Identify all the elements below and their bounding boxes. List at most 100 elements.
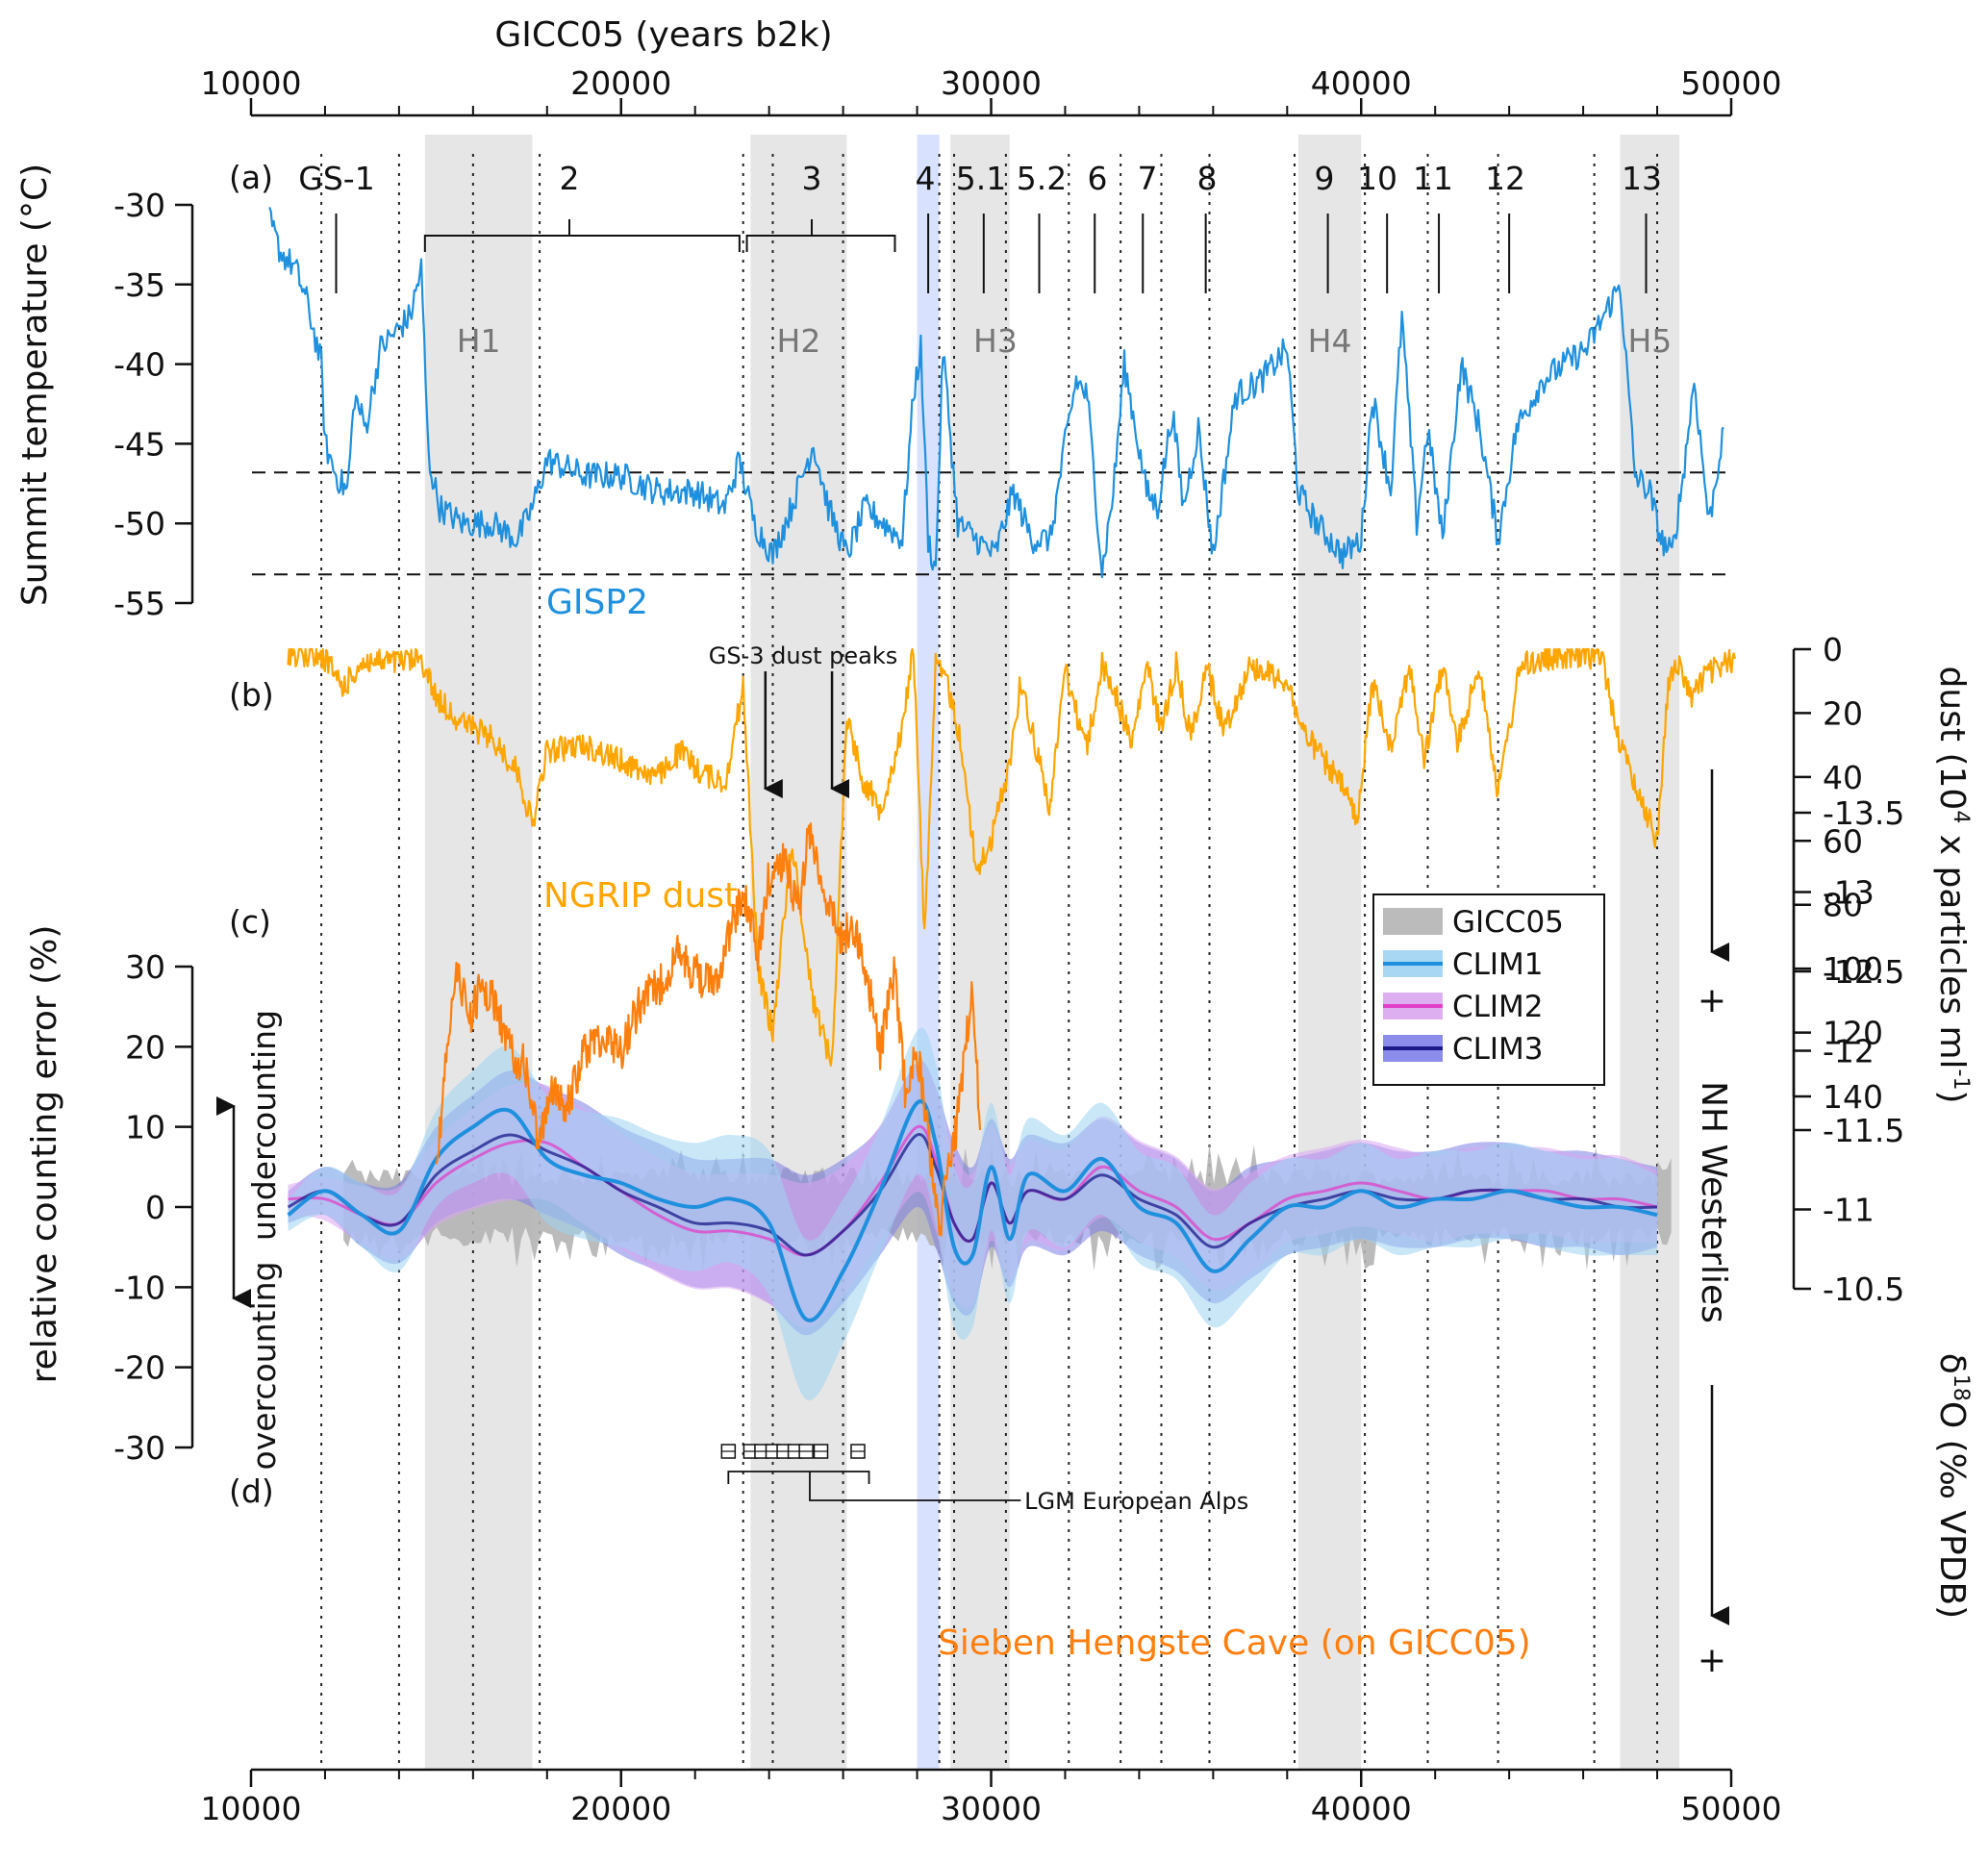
dust-y-tick-label: 60 — [1823, 822, 1863, 860]
gs4-band — [917, 135, 940, 1770]
event-labels: (a) (b) (c) (d) GS-1 2 3 4 5.1 5.2 6 7 8 9 10 11 12 13 H1 H… — [229, 159, 1672, 1510]
legend-label: CLIM1 — [1452, 947, 1544, 982]
gs2-bracket — [423, 219, 741, 252]
temperature-y-tick-label: -45 — [113, 425, 165, 463]
d18o-y-tick-label: -12 — [1823, 1033, 1875, 1070]
legend-label: GICC05 — [1452, 905, 1564, 940]
bottom-x-tick-label: 40000 — [1311, 1790, 1412, 1827]
event-label: 7 — [1138, 160, 1158, 197]
clim1-line — [287, 1099, 1658, 1322]
event-label: 3 — [802, 160, 822, 197]
dust-axis-title: dust (104 x particles ml-1) — [1932, 666, 1973, 1103]
temperature-y-tick-label: -55 — [113, 585, 165, 622]
bottom-x-tick-label: 30000 — [941, 1790, 1042, 1827]
panel-label: (c) — [229, 903, 271, 941]
event-label: 6 — [1088, 160, 1108, 197]
panel-label: (b) — [229, 676, 274, 714]
dust-y-tick-label: 120 — [1823, 1015, 1883, 1052]
top-x-tick-label: 20000 — [570, 64, 671, 102]
nh-westerlies-label: NH Westerlies — [1694, 1081, 1733, 1323]
temperature-y-tick-label: -50 — [113, 505, 165, 542]
counting-error-y-tick-label: 0 — [145, 1189, 165, 1226]
lgm-bracket — [727, 1471, 870, 1484]
overcounting-label: overcounting — [245, 1262, 283, 1471]
top-x-tick-label: 40000 — [1311, 64, 1412, 102]
gs3-dust-peaks-label: GS-3 dust peaks — [709, 642, 898, 669]
westerlies-plus-sign: + — [1698, 1641, 1726, 1680]
dust-y-tick-label: 100 — [1823, 950, 1883, 988]
top-x-tick-label: 30000 — [941, 64, 1042, 102]
right-axis-titles: dust (104 x particles ml-1) δ18O (‰ VPDB) — [1932, 666, 1973, 1619]
temperature-y-tick-label: -35 — [113, 266, 165, 304]
dust-y-tick-label: 20 — [1823, 694, 1863, 732]
d18o-y-tick-label: -13.5 — [1823, 794, 1904, 832]
event-label: 8 — [1197, 160, 1218, 197]
heinrich-label: H1 — [457, 322, 501, 360]
temperature-y-tick-label: -40 — [113, 346, 165, 384]
counting-error-y-tick-label: 30 — [125, 948, 165, 986]
bottom-x-tick-label: 10000 — [201, 1790, 302, 1827]
dust-y-tick-label: 80 — [1823, 887, 1863, 924]
sieben-hengste-d18o-line — [435, 822, 982, 1237]
undercounting-label: undercounting — [245, 1010, 283, 1241]
d18o-y-tick-label: -11.5 — [1823, 1112, 1904, 1149]
dust-plus-sign: + — [1698, 981, 1726, 1020]
lgm-leader-line — [809, 1472, 1021, 1501]
temperature-panel: GISP2 — [268, 207, 1724, 622]
d18o-y-tick-label: -11 — [1823, 1192, 1875, 1229]
heinrich-band-h2 — [750, 135, 847, 1770]
event-label: 10 — [1357, 160, 1397, 197]
heinrich-band-h4 — [1297, 135, 1362, 1770]
top-x-tick-label: 50000 — [1681, 64, 1782, 102]
counting-error-axis-title: relative counting error (%) — [25, 925, 64, 1384]
dust-y-tick-label: 0 — [1823, 631, 1843, 668]
counting-error-y-tick-label: -10 — [113, 1269, 165, 1306]
temperature-axis-title: Summit temperature (°C) — [15, 164, 55, 606]
counting-error-panel — [287, 1027, 1672, 1401]
d18o-panel: Sieben Hengste Cave (on GICC05) — [435, 822, 1531, 1663]
counting-error-y-tick-label: -30 — [113, 1429, 165, 1467]
event-bands — [424, 135, 1680, 1770]
lgm-european-alps-label: LGM European Alps — [1024, 1488, 1248, 1515]
dust-y-tick-label: 40 — [1823, 759, 1863, 796]
gisp2-temperature-line — [268, 207, 1724, 579]
clim1-uncertainty-band — [288, 1027, 1657, 1401]
bottom-x-tick-label: 20000 — [570, 1790, 671, 1827]
gs3-bracket — [745, 219, 896, 252]
legend-label: CLIM3 — [1452, 1032, 1544, 1067]
top-x-tick-label: 10000 — [201, 64, 302, 102]
stadial-dotted-lines — [320, 154, 1659, 1770]
counting-error-y-tick-label: -20 — [113, 1349, 165, 1387]
event-label: 4 — [916, 160, 936, 197]
panel-label: (a) — [229, 159, 273, 196]
event-label: 13 — [1622, 160, 1662, 197]
counting-error-y-tick-label: 10 — [125, 1109, 165, 1146]
heinrich-label: H5 — [1627, 322, 1672, 360]
annotations: GS-3 dust peaks + + LGM European Alps — [216, 642, 1729, 1680]
heinrich-band-h3 — [950, 135, 1010, 1770]
ngrip-dust-label: NGRIP dust — [543, 876, 738, 916]
heinrich-band-h1 — [424, 135, 533, 1770]
top-axis-title: GICC05 (years b2k) — [494, 15, 832, 55]
d18o-y-tick-label: -12.5 — [1823, 953, 1904, 991]
dust-panel: NGRIP dust — [287, 647, 1736, 1067]
legend-swatch-band — [1383, 908, 1443, 935]
event-label: 5.2 — [1017, 160, 1067, 197]
d18o-y-tick-label: -13 — [1823, 874, 1875, 912]
panel-label: (d) — [229, 1472, 274, 1510]
heinrich-label: H3 — [973, 322, 1018, 360]
d18o-y-tick-label: -10.5 — [1823, 1271, 1904, 1308]
event-label: 5.1 — [956, 160, 1006, 197]
event-label: 9 — [1315, 160, 1335, 197]
bottom-x-tick-label: 50000 — [1681, 1790, 1782, 1827]
gisp2-label: GISP2 — [546, 583, 648, 622]
temperature-y-tick-label: -30 — [113, 187, 165, 224]
dust-y-tick-label: 140 — [1823, 1078, 1883, 1116]
sieben-hengste-label: Sieben Hengste Cave (on GICC05) — [938, 1623, 1531, 1663]
event-label: 12 — [1485, 160, 1525, 197]
counting-error-y-tick-label: 20 — [125, 1028, 165, 1066]
heinrich-label: H4 — [1308, 322, 1352, 360]
d18o-axis-title: δ18O (‰ VPDB) — [1932, 1353, 1973, 1619]
